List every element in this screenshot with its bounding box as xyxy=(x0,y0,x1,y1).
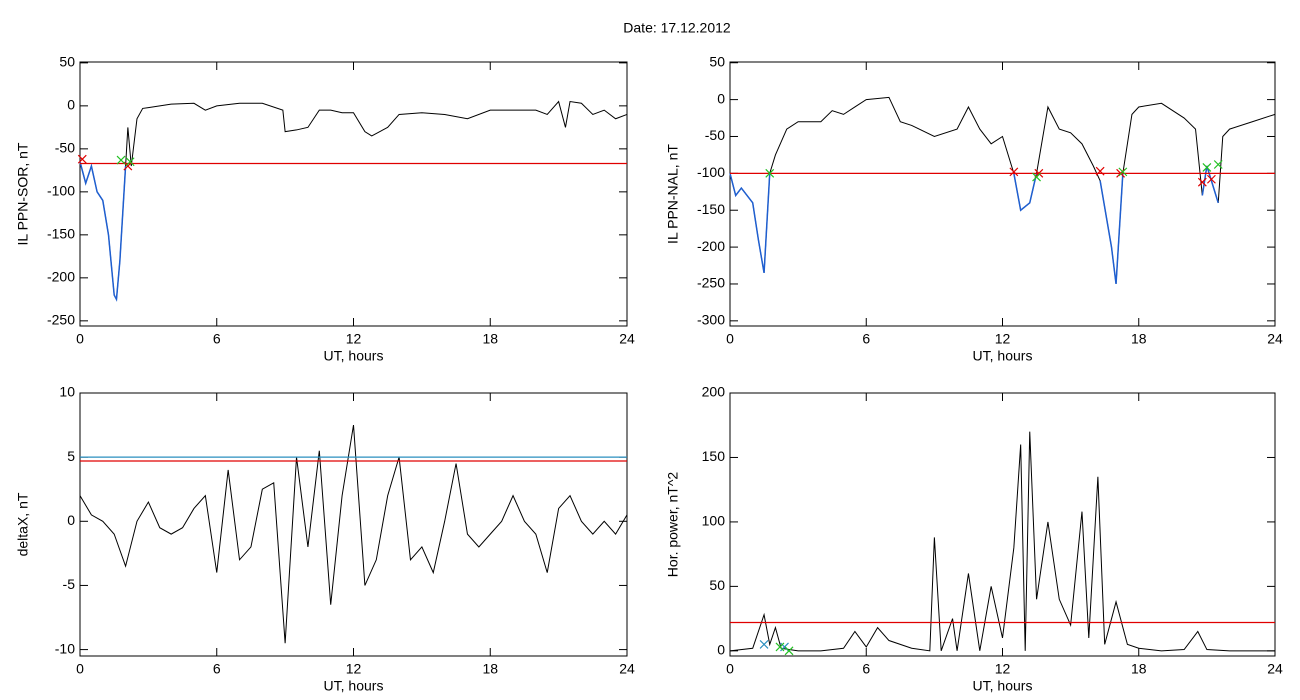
y-tick-label: 0 xyxy=(67,97,75,113)
x-tick-label: 12 xyxy=(346,661,362,677)
x-tick-label: 12 xyxy=(346,331,362,347)
marker xyxy=(125,157,135,167)
x-tick-label: 18 xyxy=(1131,331,1147,347)
y-tick-label: 10 xyxy=(59,384,75,400)
y-tick-label: 50 xyxy=(59,54,75,70)
x-tick-label: 0 xyxy=(76,331,84,347)
marker xyxy=(1206,174,1216,184)
marker xyxy=(759,639,769,649)
y-tick-label: 0 xyxy=(717,90,725,106)
y-tick-label: -200 xyxy=(47,269,75,285)
x-tick-label: 24 xyxy=(619,661,635,677)
y-tick-label: 150 xyxy=(702,448,726,464)
y-tick-label: 5 xyxy=(67,448,75,464)
y-axis-label: IL PPN-SOR, nT xyxy=(15,142,31,245)
y-tick-label: -5 xyxy=(63,576,76,592)
x-tick-label: 24 xyxy=(619,331,635,347)
y-tick-label: -300 xyxy=(697,312,725,328)
marker xyxy=(1032,172,1041,182)
y-axis-label: deltaX, nT xyxy=(15,492,31,556)
marker xyxy=(77,154,87,164)
y-tick-label: 50 xyxy=(709,577,725,593)
x-axis-label: UT, hours xyxy=(324,678,384,694)
y-tick-label: -10 xyxy=(55,640,75,656)
y-tick-label: -100 xyxy=(697,164,725,180)
x-axis-label: UT, hours xyxy=(973,678,1033,694)
y-tick-label: -100 xyxy=(47,183,75,199)
y-tick-label: -250 xyxy=(47,312,75,328)
y-tick-label: -200 xyxy=(697,238,725,254)
y-tick-label: -150 xyxy=(47,226,75,242)
marker xyxy=(784,646,794,656)
y-tick-label: 50 xyxy=(709,53,725,69)
page-title: Date: 17.12.2012 xyxy=(623,20,731,36)
marker xyxy=(116,155,126,165)
y-tick-label: 100 xyxy=(702,513,726,529)
y-tick-label: 0 xyxy=(717,642,725,658)
x-axis-label: UT, hours xyxy=(324,348,384,364)
y-axis-label: Hor. power, nT^2 xyxy=(665,472,681,578)
y-axis-label: IL PPN-NAL, nT xyxy=(665,144,681,244)
marker xyxy=(1202,163,1212,172)
x-axis-label: UT, hours xyxy=(973,348,1033,364)
x-tick-label: 24 xyxy=(1267,331,1283,347)
x-tick-label: 6 xyxy=(213,331,221,347)
data-line xyxy=(729,431,1275,652)
x-tick-label: 0 xyxy=(726,331,734,347)
y-tick-label: -50 xyxy=(705,127,725,143)
y-tick-label: -150 xyxy=(697,201,725,217)
x-tick-label: 12 xyxy=(995,661,1011,677)
x-tick-label: 24 xyxy=(1267,661,1283,677)
x-tick-label: 6 xyxy=(213,661,221,677)
y-tick-label: -50 xyxy=(55,140,75,156)
data-line xyxy=(79,161,127,302)
x-tick-label: 18 xyxy=(1131,661,1147,677)
data-line xyxy=(729,165,1219,285)
x-tick-label: 0 xyxy=(76,661,84,677)
marker xyxy=(1213,160,1223,169)
x-tick-label: 6 xyxy=(862,331,870,347)
marker xyxy=(1095,166,1105,176)
data-line xyxy=(79,424,628,644)
y-tick-label: 0 xyxy=(67,512,75,528)
x-tick-label: 6 xyxy=(862,661,870,677)
x-tick-label: 12 xyxy=(995,331,1011,347)
y-tick-label: 200 xyxy=(702,384,726,400)
x-tick-label: 18 xyxy=(482,661,498,677)
marker xyxy=(1197,177,1207,187)
x-tick-label: 0 xyxy=(726,661,734,677)
marker xyxy=(1118,167,1128,177)
marker xyxy=(1009,167,1019,177)
marker xyxy=(775,642,785,652)
marker xyxy=(765,168,775,178)
y-tick-label: -250 xyxy=(697,275,725,291)
x-tick-label: 18 xyxy=(482,331,498,347)
